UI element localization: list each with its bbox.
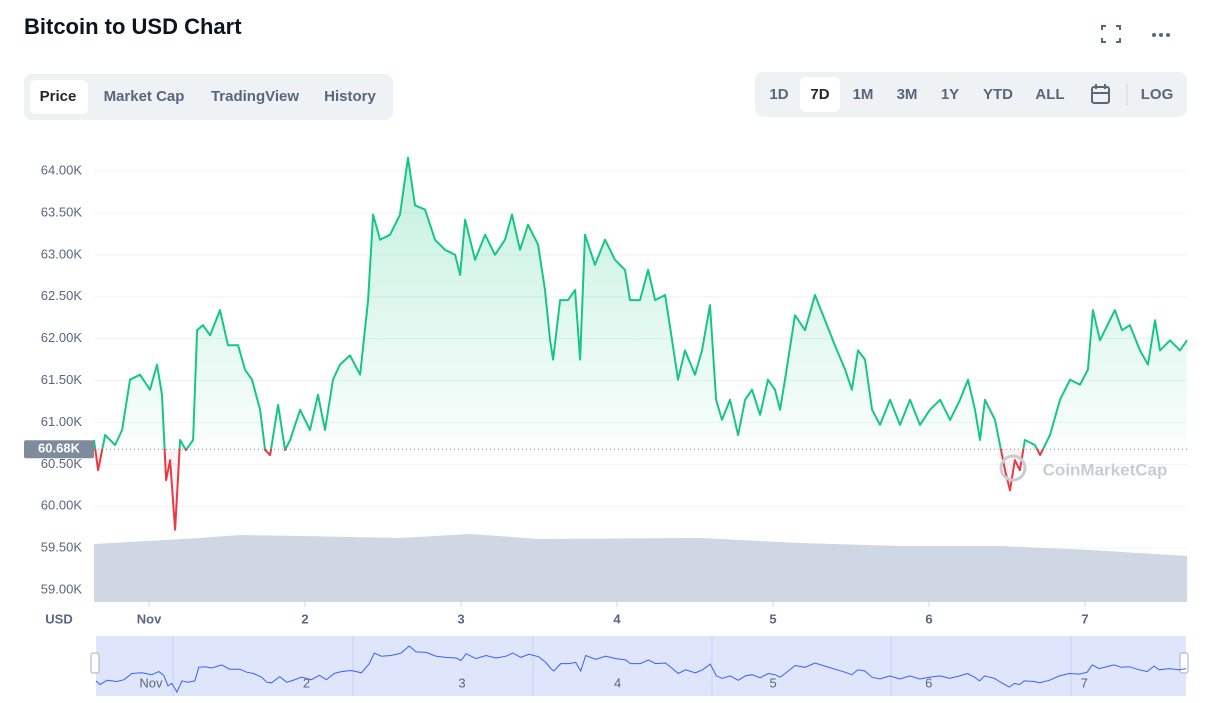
more-icon[interactable] <box>1152 33 1170 37</box>
x-tick-label: 2 <box>301 611 308 626</box>
current-price-badge <box>24 440 94 459</box>
tab-group <box>24 74 393 120</box>
area-fill <box>94 157 1187 530</box>
chart-title: Bitcoin to USD Chart <box>24 14 242 39</box>
y-tick-label: 64.00K <box>41 162 83 177</box>
navigator-tick-label: Nov <box>139 675 163 690</box>
tab[interactable]: Price <box>40 88 77 105</box>
calendar-icon[interactable] <box>1091 84 1110 104</box>
navigator-tick-label: 5 <box>770 675 777 690</box>
navigator-line <box>95 645 1187 694</box>
y-tick-label: 60.00K <box>41 498 83 513</box>
x-tick-label: 7 <box>1081 611 1088 626</box>
navigator-tick-label: 6 <box>925 675 932 690</box>
tab[interactable]: TradingView <box>211 88 299 105</box>
navigator-tick-label: 3 <box>458 675 465 690</box>
price-line <box>93 156 1188 531</box>
range-button[interactable]: ALL <box>1035 86 1064 103</box>
x-tick-label: 6 <box>925 611 932 626</box>
nav-handle[interactable] <box>1179 652 1189 674</box>
navigator-tick-label: 7 <box>1081 675 1088 690</box>
range-button[interactable]: 7D <box>810 86 829 103</box>
y-tick-label: 63.00K <box>41 246 83 261</box>
y-tick-label: 59.00K <box>41 581 83 596</box>
tab[interactable]: Market Cap <box>104 88 185 105</box>
x-tick-label: Nov <box>137 611 162 626</box>
current-price-label: 60.68K <box>38 441 81 456</box>
y-tick-label: 61.50K <box>41 372 83 387</box>
x-tick-label: 3 <box>457 611 464 626</box>
y-tick-label: 59.50K <box>41 540 83 555</box>
range-button[interactable]: 1Y <box>941 86 959 103</box>
navigator-tick-label: 2 <box>303 675 310 690</box>
x-tick-label: 5 <box>769 611 776 626</box>
y-tick-label: 63.50K <box>41 204 83 219</box>
y-tick-label: 62.50K <box>41 288 83 303</box>
range-button[interactable]: YTD <box>983 86 1013 103</box>
range-group <box>755 72 1187 117</box>
log-button[interactable]: LOG <box>1141 86 1174 103</box>
nav-handle[interactable] <box>90 652 100 674</box>
volume-area <box>94 534 1187 602</box>
range-button[interactable]: 1M <box>853 86 874 103</box>
tab[interactable]: History <box>324 88 376 105</box>
active-range-bg <box>800 77 840 112</box>
nav-separators <box>172 636 1072 696</box>
watermark: CoinMarketCap <box>1043 460 1168 479</box>
x-tick-label: 4 <box>613 611 621 626</box>
y-tick-label: 60.50K <box>41 456 83 471</box>
watermark-logo <box>999 454 1027 482</box>
range-button[interactable]: 3M <box>897 86 918 103</box>
navigator[interactable] <box>96 636 1186 696</box>
y-unit-label: USD <box>45 611 72 626</box>
navigator-tick-label: 4 <box>614 675 621 690</box>
fullscreen-icon[interactable] <box>1101 25 1121 43</box>
active-tab-bg <box>30 80 88 114</box>
range-button[interactable]: 1D <box>769 86 788 103</box>
y-tick-label: 62.00K <box>41 330 83 345</box>
y-tick-label: 61.00K <box>41 414 83 429</box>
